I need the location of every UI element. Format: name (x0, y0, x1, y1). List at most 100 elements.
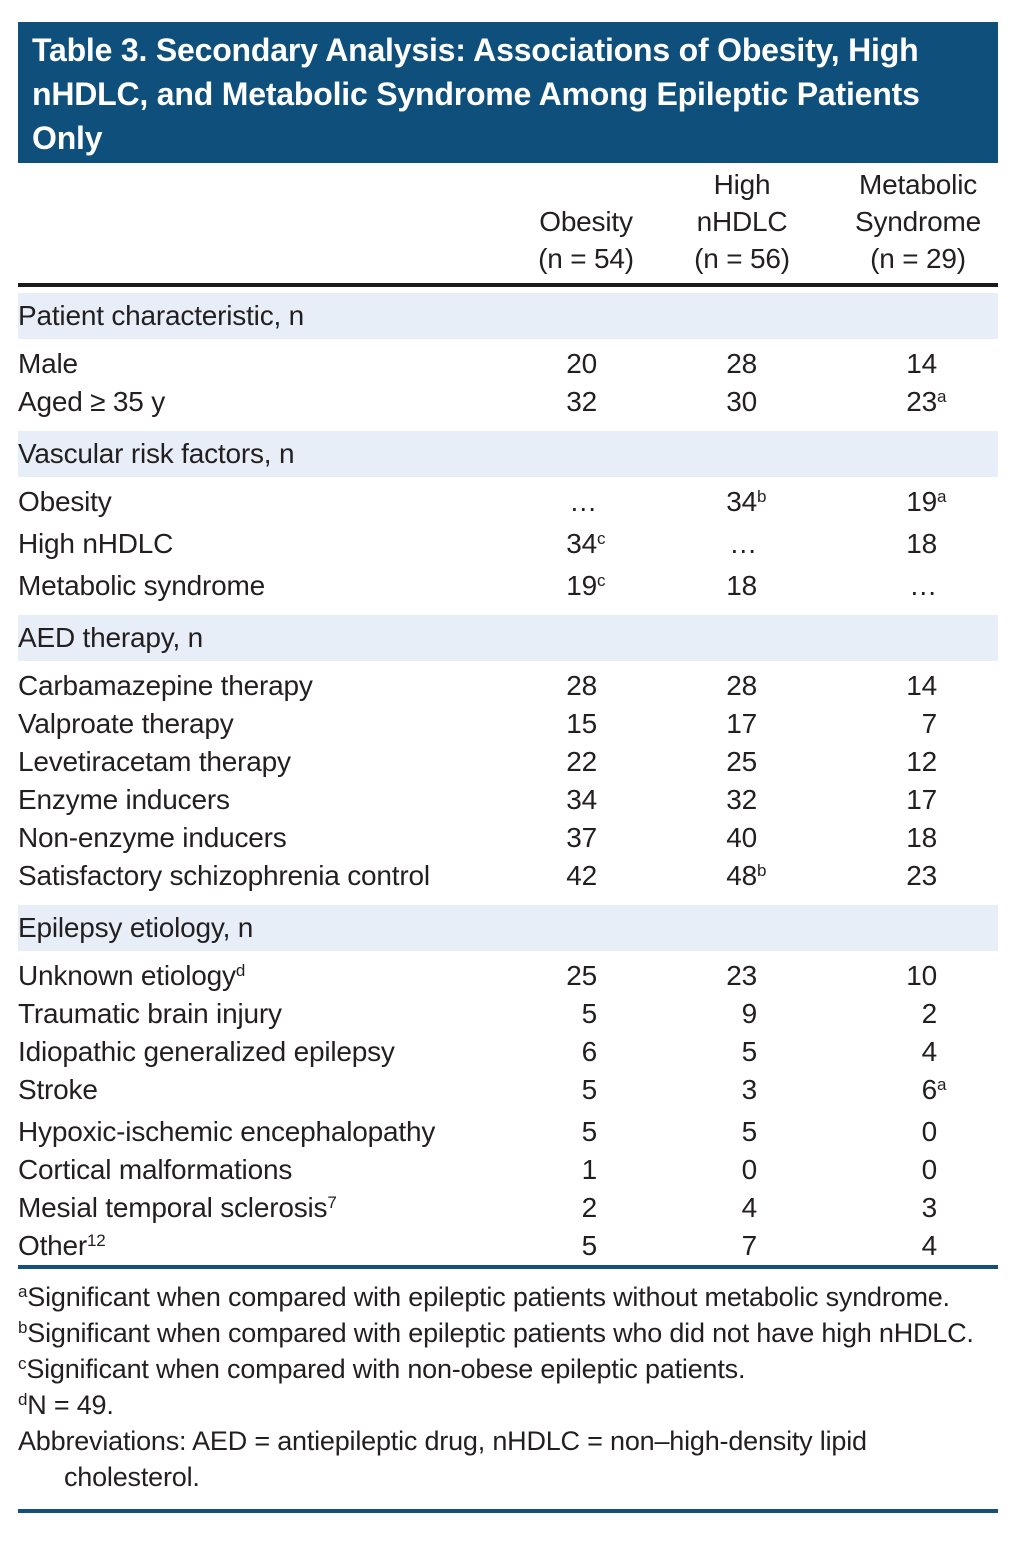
table-row: Satisfactory schizophrenia control 42 48b 2… (18, 857, 998, 899)
cell-number: 25 (566, 960, 597, 991)
section-header: Epilepsy etiology, n (18, 905, 998, 951)
cell-value: 40 (607, 819, 757, 857)
cell-number: 22 (566, 746, 597, 777)
row-label-superscript: 12 (87, 1231, 106, 1251)
cell-value: 25 (497, 957, 597, 995)
cell-number: … (909, 570, 937, 601)
cell-number: 48 (726, 860, 757, 891)
row-label-text: Levetiracetam therapy (18, 746, 291, 777)
cell-value: 5 (607, 1033, 758, 1071)
cell-number: 28 (566, 670, 597, 701)
cell-number: 7 (741, 1230, 758, 1261)
column-header-n: (n = 56) (694, 243, 790, 274)
cell-number: 20 (566, 348, 597, 379)
footnotes: aSignificant when compared with epilepti… (18, 1269, 998, 1501)
cell-value: 18 (607, 567, 757, 605)
cell-value: 5 (497, 1227, 598, 1265)
column-header: Metabolic Syndrome (n = 29) (855, 166, 981, 277)
table-row: Non-enzyme inducers 37 40 18 (18, 819, 998, 857)
cell-number: 42 (566, 860, 597, 891)
cell-number: 6 (921, 1074, 938, 1105)
cell-number: 10 (906, 960, 937, 991)
cell-number: 32 (566, 386, 597, 417)
cell-value: 2 (497, 1189, 598, 1227)
cell-number: 0 (921, 1116, 938, 1147)
cell-value: 1 (497, 1151, 598, 1189)
cell-number: 34 (566, 784, 597, 815)
row-label-text: Idiopathic generalized epilepsy (18, 1036, 395, 1067)
footnote-text: Significant when compared with non-obese… (26, 1354, 746, 1384)
cell-value: 19a (906, 486, 947, 517)
cell-number: 4 (741, 1192, 758, 1223)
row-label-text: Satisfactory schizophrenia control (18, 860, 430, 891)
cell-value: 32 (607, 781, 757, 819)
cell-number: 5 (741, 1116, 758, 1147)
cell-number: 0 (741, 1154, 758, 1185)
cell-number: 5 (581, 1230, 598, 1261)
table-row: Traumatic brain injury 5 9 2 (18, 995, 998, 1033)
cell-number: 23 (906, 860, 937, 891)
table-title-line: Table 3. Secondary Analysis: Association… (32, 32, 919, 68)
table-row: Stroke 5 3 6a (18, 1071, 998, 1113)
row-label: Idiopathic generalized epilepsy (18, 1033, 497, 1071)
cell-value: 32 (497, 383, 597, 421)
cell-value: 28 (607, 345, 757, 383)
cell-value: 9 (607, 995, 758, 1033)
cell-number: 23 (906, 386, 937, 417)
row-label: Mesial temporal sclerosis7 (18, 1189, 497, 1227)
cell-number: 18 (906, 528, 937, 559)
row-label-text: Carbamazepine therapy (18, 670, 313, 701)
cell-value: 7 (607, 1227, 758, 1265)
cell-value: 2 (767, 995, 938, 1033)
cell-number: 34 (726, 486, 757, 517)
row-label: Other12 (18, 1227, 497, 1265)
cell-value: 19c (566, 570, 606, 601)
section-header: Patient characteristic, n (18, 293, 998, 339)
section-header-label: Vascular risk factors, n (18, 438, 295, 469)
column-header-label: Syndrome (854, 206, 982, 237)
row-label: High nHDLC (18, 525, 497, 563)
column-header-label: Metabolic (858, 169, 978, 200)
cell-number: 18 (726, 570, 757, 601)
row-label-text: Mesial temporal sclerosis (18, 1192, 328, 1223)
page-bottom-rule (18, 1509, 998, 1513)
cell-value: 4 (767, 1033, 938, 1071)
cell-number: 5 (581, 1116, 598, 1147)
cell-number: 17 (726, 708, 757, 739)
cell-value: 5 (497, 995, 598, 1033)
cell-number: 14 (906, 348, 937, 379)
row-label-superscript: 7 (327, 1193, 337, 1213)
footnote: cSignificant when compared with non-obes… (18, 1351, 998, 1387)
row-label: Satisfactory schizophrenia control (18, 857, 497, 895)
row-label: Levetiracetam therapy (18, 743, 497, 781)
section-header-label: Epilepsy etiology, n (18, 912, 254, 943)
row-label: Aged ≥ 35 y (18, 383, 497, 421)
cell-number: 18 (906, 822, 937, 853)
table-row: Metabolic syndrome 19c 18… (18, 567, 998, 609)
footnote: aSignificant when compared with epilepti… (18, 1279, 998, 1315)
row-label-text: Other (18, 1230, 88, 1261)
cell-value: 14 (767, 667, 937, 705)
table-row: Valproate therapy 15 17 7 (18, 705, 998, 743)
header-divider-rule (18, 283, 998, 287)
cell-number: 17 (906, 784, 937, 815)
cell-value: … (767, 567, 937, 605)
cell-number: 14 (906, 670, 937, 701)
column-header-label: nHDLC (696, 206, 788, 237)
cell-number: 28 (726, 348, 757, 379)
table-figure: Table 3. Secondary Analysis: Association… (18, 0, 998, 1513)
cell-number: 32 (726, 784, 757, 815)
row-label: Non-enzyme inducers (18, 819, 497, 857)
cell-value: 48b (726, 860, 767, 891)
cell-number: 19 (906, 486, 937, 517)
row-label-text: Male (18, 348, 78, 379)
cell-value: 18 (767, 819, 937, 857)
cell-number: 5 (581, 998, 598, 1029)
row-label-text: High nHDLC (18, 528, 174, 559)
cell-number: 3 (921, 1192, 938, 1223)
cell-value: 3 (767, 1189, 938, 1227)
row-label-text: Aged ≥ 35 y (18, 386, 166, 417)
cell-value: 0 (607, 1151, 758, 1189)
cell-value: 30 (607, 383, 757, 421)
cell-value: 28 (497, 667, 597, 705)
